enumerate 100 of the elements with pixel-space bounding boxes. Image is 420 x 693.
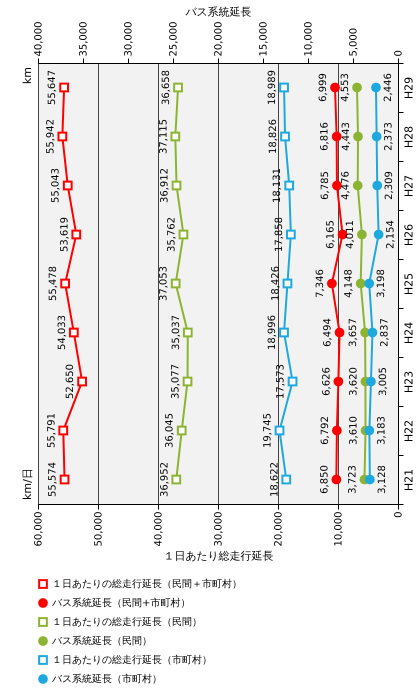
point <box>371 82 381 92</box>
x2-tick-label: 40,000 <box>34 22 44 56</box>
point <box>372 180 382 190</box>
data-label: 6,626 <box>321 367 332 396</box>
data-label: 2,154 <box>386 220 397 249</box>
point <box>170 132 180 142</box>
legend-label: １日あたりの総走行延長（市町村） <box>52 654 212 666</box>
point <box>356 278 366 288</box>
point <box>366 376 376 386</box>
data-label: 36,952 <box>159 462 170 497</box>
x-axis-title: １日あたり総走行延長 <box>164 549 274 562</box>
data-label: 18,996 <box>267 315 278 350</box>
point <box>333 376 344 386</box>
point <box>182 376 192 386</box>
data-label: 6,816 <box>320 122 331 151</box>
data-label: 4,553 <box>340 73 352 102</box>
point <box>172 180 182 190</box>
data-label: 19,745 <box>262 413 274 448</box>
point <box>170 278 181 288</box>
point <box>374 230 384 240</box>
data-label: 18,131 <box>272 168 284 203</box>
point <box>372 132 382 142</box>
point <box>364 278 374 288</box>
point <box>288 376 298 386</box>
point <box>279 328 289 338</box>
data-label: 55,478 <box>48 266 60 301</box>
data-label: 3,657 <box>348 318 360 347</box>
data-label: 3,198 <box>376 269 388 298</box>
point <box>334 328 344 338</box>
data-label: 3,620 <box>348 367 360 396</box>
data-label: 36,045 <box>164 413 176 448</box>
data-label: 35,037 <box>170 315 182 350</box>
data-label: 37,115 <box>158 119 170 154</box>
point <box>173 82 183 92</box>
x-tick-label: 60,000 <box>34 512 44 546</box>
data-label: 3,183 <box>376 416 388 445</box>
data-label: 37,053 <box>158 266 170 301</box>
data-label: 6,999 <box>318 73 330 102</box>
data-label: 18,826 <box>268 119 280 154</box>
x2-tick-label: 0 <box>394 50 404 56</box>
data-label: 17,858 <box>274 217 285 252</box>
data-label: 55,574 <box>48 462 59 497</box>
data-label: 35,077 <box>170 364 182 399</box>
point <box>353 132 363 142</box>
data-label: 6,494 <box>322 318 334 347</box>
point <box>364 474 375 484</box>
y-tick-label: H23 <box>402 370 416 394</box>
data-label: 3,723 <box>347 465 358 494</box>
point <box>330 82 340 92</box>
point <box>274 426 284 436</box>
point <box>182 328 193 338</box>
data-label: 4,443 <box>341 122 352 151</box>
point <box>332 132 342 142</box>
y-tick-label: H25 <box>402 272 416 296</box>
legend-label: バス系統延長（市町村） <box>51 673 162 685</box>
data-label: 6,785 <box>320 171 331 200</box>
point <box>281 474 292 484</box>
point <box>331 474 342 484</box>
data-label: 54,033 <box>56 315 68 350</box>
data-label: 18,989 <box>267 70 278 105</box>
y-tick-label: H22 <box>402 420 416 442</box>
x2-tick-label: 15,000 <box>258 22 270 56</box>
x-tick-label: 20,000 <box>274 512 284 546</box>
point <box>68 328 79 338</box>
data-label: 55,043 <box>50 168 62 203</box>
data-label: 4,011 <box>344 220 356 249</box>
x-tick-label: 30,000 <box>214 512 224 546</box>
y-tick-label: H24 <box>402 322 416 344</box>
data-label: 53,619 <box>59 217 70 252</box>
data-label: 7,346 <box>314 269 326 298</box>
x-tick-label: 40,000 <box>154 512 164 546</box>
point <box>352 180 363 190</box>
point <box>60 278 70 288</box>
x-tick-label: 0 <box>394 512 404 518</box>
legend-label: バス系統延長（民間+市町村） <box>51 597 190 609</box>
point <box>59 82 69 92</box>
data-label: 35,762 <box>166 217 178 252</box>
x2-tick-label: 20,000 <box>214 22 224 56</box>
data-label: 55,791 <box>46 413 58 448</box>
x2-tick-label: 10,000 <box>304 22 314 56</box>
y-tick-label: H27 <box>402 174 416 198</box>
data-label: 18,622 <box>269 462 280 497</box>
x2-tick-label: 30,000 <box>124 22 134 56</box>
data-label: 55,647 <box>47 70 58 105</box>
point <box>58 426 68 436</box>
legend-label: バス系統延長（民間） <box>51 635 152 647</box>
x2-tick-label: 25,000 <box>168 22 180 56</box>
data-label: 2,373 <box>384 122 395 151</box>
y-tick-label: H28 <box>402 126 416 148</box>
data-label: 2,309 <box>384 171 396 200</box>
legend-label: １日あたりの総走行延長（民間＋市町村） <box>52 578 242 590</box>
legend-label: １日あたりの総走行延長（民間） <box>52 616 202 628</box>
point <box>71 230 82 240</box>
data-label: 3,005 <box>378 367 389 396</box>
point <box>332 426 342 436</box>
point <box>60 474 70 484</box>
point <box>327 278 337 288</box>
data-label: 55,942 <box>45 119 56 154</box>
point <box>279 82 289 92</box>
data-label: 2,837 <box>379 318 390 347</box>
